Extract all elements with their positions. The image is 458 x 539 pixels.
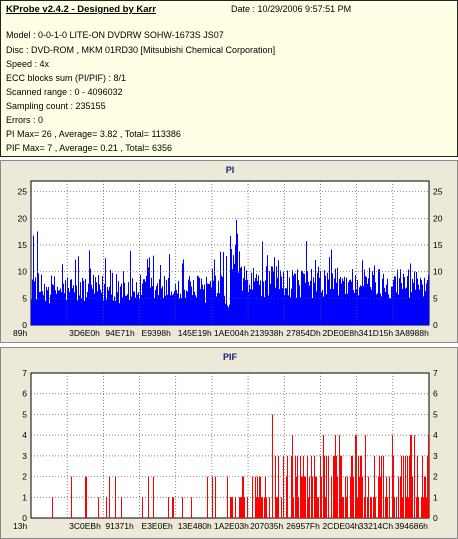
pi-chart: PI 0 0 5 5 10 10 15 15 20 20 25 25 89h 3D6E0h 94E71h E93…: [13, 165, 443, 338]
pif-ytick-right: 1: [433, 492, 438, 502]
pif-xtick: 207035h: [250, 521, 283, 531]
pif-chart-panel: PIF 0 0 1 1 2 2 3 3 4 4 5 5 6 6 7 7 13h 3C0EBh 91371h E3E0Eh…: [0, 347, 458, 539]
pi-ytick-left: 15: [18, 240, 28, 250]
pif-plot-area: [30, 372, 430, 519]
pi-ytick-left: 10: [18, 267, 28, 277]
scan-date: Date : 10/29/2006 9:57:51 PM: [231, 4, 352, 14]
pi-xtick: 94E71h: [105, 328, 135, 338]
pi-xtick: E9398h: [142, 328, 172, 338]
pif-ytick-left: 0: [22, 513, 27, 523]
pif-xtick: 13E480h: [178, 521, 212, 531]
pi-ytick-left: 5: [22, 293, 27, 303]
pi-ytick-right: 0: [433, 320, 438, 330]
pif-ytick-right: 7: [433, 368, 438, 378]
pi-xtick: 3D6E0h: [69, 328, 100, 338]
info-pi-summary: PI Max= 26 , Average= 3.82 , Total= 1133…: [6, 129, 181, 139]
pif-xtick: 91371h: [105, 521, 134, 531]
pif-xtick: 13h: [13, 521, 27, 531]
pif-xtick: 1A2E03h: [214, 521, 249, 531]
pif-ytick-left: 3: [22, 451, 27, 461]
pi-xtick: 341D15h: [359, 328, 394, 338]
info-sampling-count: Sampling count : 235155: [6, 101, 106, 111]
pi-chart-title: PI: [226, 165, 235, 175]
pif-ytick-left: 5: [22, 409, 27, 419]
pif-ytick-right: 2: [433, 472, 438, 482]
info-ecc-blocks: ECC blocks sum (PI/PIF) : 8/1: [6, 73, 127, 83]
pif-ytick-left: 6: [22, 389, 27, 399]
pi-xtick: 3A8988h: [395, 328, 429, 338]
info-model: Model : 0-0-1-0 LITE-ON DVDRW SOHW-1673S…: [6, 30, 224, 40]
pif-chart: PIF 0 0 1 1 2 2 3 3 4 4 5 5 6 6 7 7 13h 3C0EBh 91371h E3E0Eh…: [13, 352, 438, 531]
pif-ytick-right: 6: [433, 389, 438, 399]
pif-ytick-right: 5: [433, 409, 438, 419]
info-scanned-range: Scanned range : 0 - 4096032: [6, 87, 123, 97]
pif-ytick-right: 0: [433, 513, 438, 523]
pi-ytick-left: 25: [18, 187, 28, 197]
pi-ytick-left: 20: [18, 213, 28, 223]
pif-xtick: 2CDE04h: [322, 521, 359, 531]
pi-xtick: 145E19h: [178, 328, 212, 338]
pi-ytick-right: 20: [433, 213, 443, 223]
pi-xtick: 89h: [13, 328, 27, 338]
info-pif-summary: PIF Max= 7 , Average= 0.21 , Total= 6356: [6, 143, 173, 153]
pi-xtick: 213938h: [250, 328, 283, 338]
info-speed: Speed : 4x: [6, 59, 50, 69]
pi-ytick-right: 10: [433, 267, 443, 277]
pi-ytick-right: 5: [433, 293, 438, 303]
pif-bars: [52, 414, 429, 518]
info-disc: Disc : DVD-ROM , MKM 01RD30 [Mitsubishi …: [6, 45, 276, 55]
pi-xtick: 2DE0E8h: [322, 328, 359, 338]
pif-ytick-left: 7: [22, 368, 27, 378]
pif-xtick: E3E0Eh: [142, 521, 173, 531]
pi-ytick-left: 0: [22, 320, 27, 330]
info-errors: Errors : 0: [6, 115, 44, 125]
pif-xtick: 394686h: [395, 521, 428, 531]
pif-xtick: 3C0EBh: [69, 521, 101, 531]
pi-ytick-right: 15: [433, 240, 443, 250]
pif-xtick: 33214Ch: [359, 521, 394, 531]
pi-xtick: 27854Dh: [286, 328, 321, 338]
pif-chart-title: PIF: [223, 352, 238, 362]
pif-xtick: 26957Fh: [286, 521, 320, 531]
pi-xtick: 1AE004h: [214, 328, 249, 338]
pif-ytick-left: 1: [22, 492, 27, 502]
pi-bars: [31, 219, 429, 325]
pi-chart-panel: PI 0 0 5 5 10 10 15 15 20 20 25 25 89h 3D6E0h 94E71h E93…: [0, 160, 458, 343]
pi-ytick-right: 25: [433, 187, 443, 197]
app-title: KProbe v2.4.2 - Designed by Karr: [6, 4, 156, 15]
pif-ytick-left: 2: [22, 472, 27, 482]
pif-ytick-right: 4: [433, 430, 438, 440]
pif-ytick-left: 4: [22, 430, 27, 440]
pif-ytick-right: 3: [433, 451, 438, 461]
info-panel: KProbe v2.4.2 - Designed by Karr Date : …: [0, 0, 458, 157]
